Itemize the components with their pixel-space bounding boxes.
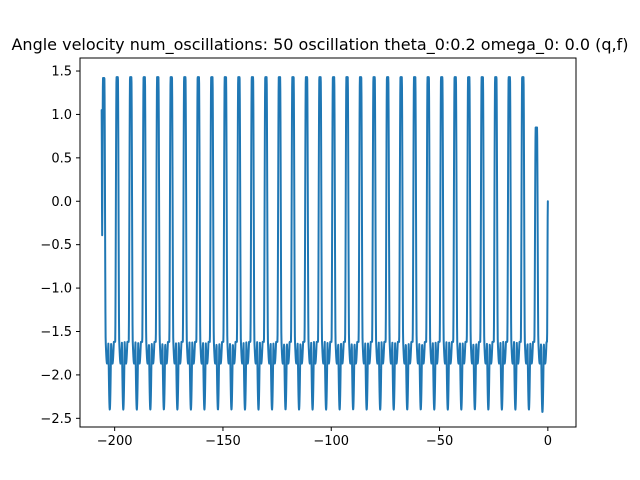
y-tick-label: −2.0 <box>40 368 72 383</box>
x-tick-label: 0 <box>544 434 552 449</box>
y-tick-label: −1.5 <box>40 325 72 340</box>
y-tick-label: −2.5 <box>40 412 72 427</box>
x-tick-label: −200 <box>97 434 133 449</box>
x-tick-label: −50 <box>426 434 453 449</box>
chart-title: Angle velocity num_oscillations: 50 osci… <box>11 35 628 55</box>
x-tick-label: −150 <box>205 434 241 449</box>
series-line <box>100 76 549 413</box>
plot-frame <box>79 57 577 428</box>
y-tick-label: 0.0 <box>51 195 72 210</box>
y-tick-label: 1.5 <box>51 65 72 80</box>
y-axis-ticks: −2.5 −2.0 −1.5 −1.0 −0.5 0.0 0.5 1.0 1.5 <box>40 65 80 427</box>
x-axis-ticks: −200 −150 −100 −50 0 <box>97 427 552 449</box>
y-tick-label: −1.0 <box>40 282 72 297</box>
series-layer <box>100 76 549 413</box>
y-tick-label: 1.0 <box>51 108 72 123</box>
y-tick-label: 0.5 <box>51 151 72 166</box>
y-tick-label: −0.5 <box>40 238 72 253</box>
x-tick-label: −100 <box>313 434 349 449</box>
